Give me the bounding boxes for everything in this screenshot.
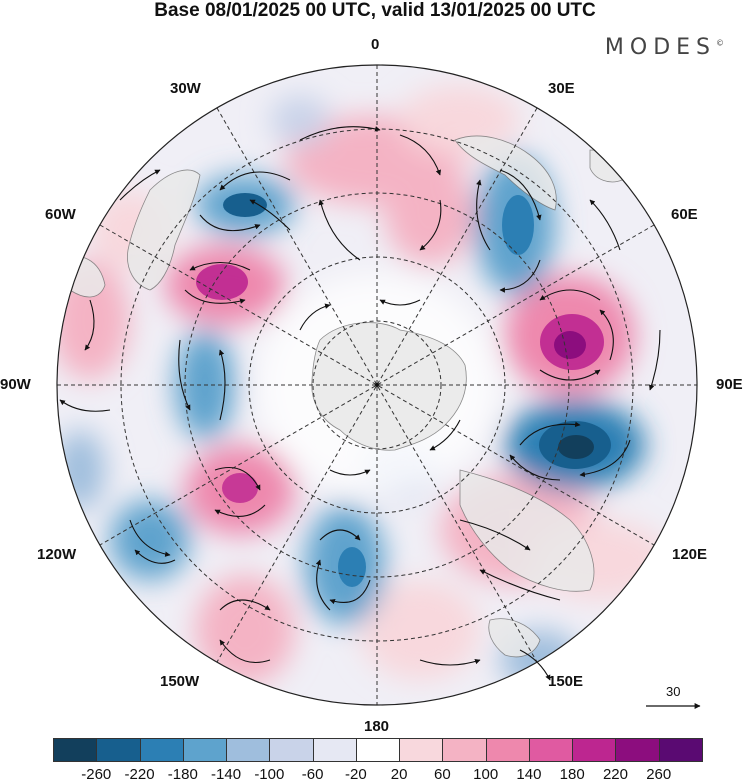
color-scale-tick-label: -140 xyxy=(211,766,242,783)
color-swatch xyxy=(658,738,703,762)
lon-label-60w: 60W xyxy=(45,206,76,223)
brand-logo: MODES© xyxy=(605,35,724,60)
map-boundary xyxy=(56,64,698,706)
lon-label-150w: 150W xyxy=(160,673,200,690)
color-swatch xyxy=(53,738,98,762)
color-swatch xyxy=(615,738,660,762)
color-scale-tick-label: -180 xyxy=(167,766,198,783)
color-swatch xyxy=(572,738,617,762)
color-swatch xyxy=(269,738,314,762)
color-swatch xyxy=(139,738,184,762)
lon-label-120e: 120E xyxy=(672,546,708,563)
color-scale-tick-label: 220 xyxy=(602,766,628,783)
color-scale-tick-label: 180 xyxy=(559,766,585,783)
color-swatch xyxy=(96,738,141,762)
lon-label-30e: 30E xyxy=(548,80,575,97)
color-swatch xyxy=(355,738,401,762)
copyright-mark: © xyxy=(716,38,724,48)
lon-label-90e: 90E xyxy=(716,376,743,393)
south-pole-point xyxy=(375,383,379,387)
lon-label-90w: 90W xyxy=(0,376,31,393)
color-scale-tick-label: -20 xyxy=(345,766,367,783)
lon-label-30w: 30W xyxy=(170,80,201,97)
map-title: Base 08/01/2025 00 UTC, valid 13/01/2025… xyxy=(154,0,596,21)
brand-name: MODES xyxy=(604,35,716,60)
lon-label-180: 180 xyxy=(364,718,390,735)
color-swatch xyxy=(442,738,487,762)
reference-vector-label: 30 xyxy=(666,684,681,699)
color-scale-tick-label: -260 xyxy=(81,766,112,783)
color-scale-tick-label: 260 xyxy=(646,766,672,783)
color-scale-tick-label: 60 xyxy=(434,766,451,783)
color-swatch xyxy=(399,738,444,762)
color-scale-tick-label: -220 xyxy=(124,766,155,783)
color-scale-tick-label: 100 xyxy=(473,766,499,783)
color-scale-bar xyxy=(53,738,703,762)
color-swatch xyxy=(182,738,228,762)
color-scale-tick-label: -60 xyxy=(301,766,324,783)
lon-label-0: 0 xyxy=(371,36,380,53)
color-swatch xyxy=(226,738,271,762)
color-swatch xyxy=(528,738,574,762)
color-scale-tick-label: 140 xyxy=(516,766,542,783)
lon-label-60e: 60E xyxy=(671,206,698,223)
lon-label-150e: 150E xyxy=(548,673,584,690)
color-swatch xyxy=(312,738,357,762)
color-scale-tick-label: 20 xyxy=(390,766,408,783)
lon-label-120w: 120W xyxy=(37,546,77,563)
color-scale-tick-label: -100 xyxy=(254,766,285,783)
wind-vectors xyxy=(59,126,661,681)
color-swatch xyxy=(485,738,530,762)
